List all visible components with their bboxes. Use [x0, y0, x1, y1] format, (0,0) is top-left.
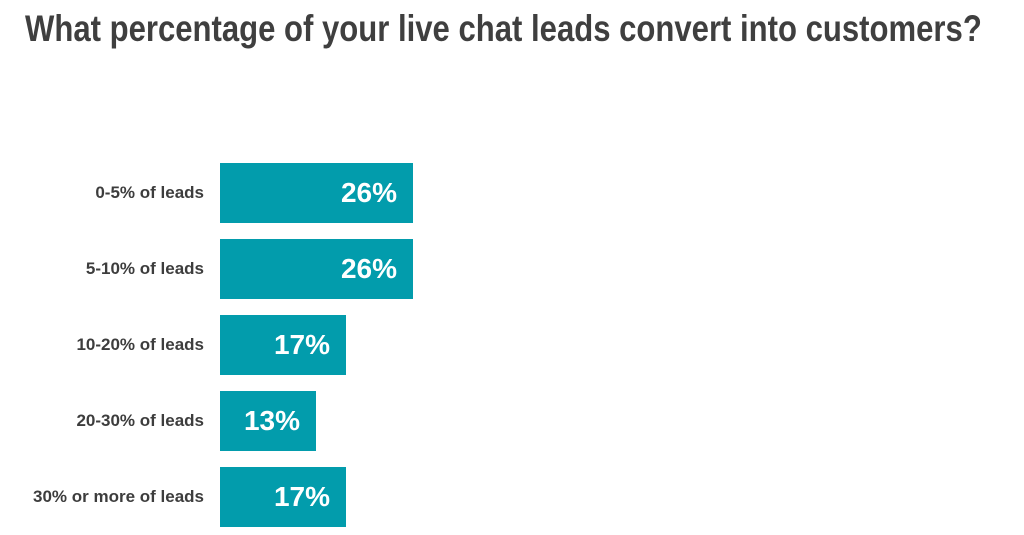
value-label: 17%: [273, 329, 330, 360]
bar-30-plus: 17%: [220, 467, 346, 527]
bar-row: 20-30% of leads 13%: [0, 391, 1024, 451]
value-label: 26%: [340, 177, 397, 208]
bar-row: 10-20% of leads 17%: [0, 315, 1024, 375]
category-label-30-plus: 30% or more of leads: [32, 486, 204, 506]
chart-title: What percentage of your live chat leads …: [25, 8, 982, 49]
bar-row: 0-5% of leads 26%: [0, 163, 1024, 223]
bar-row: 30% or more of leads 17%: [0, 467, 1024, 527]
bar-0-5: 26%: [220, 163, 413, 223]
bar-chart: 0-5% of leads 26% 5-10% of leads 26% 10-…: [0, 163, 1024, 527]
category-label-0-5: 0-5% of leads: [95, 182, 204, 202]
bar-20-30: 13%: [220, 391, 316, 451]
category-label-5-10: 5-10% of leads: [85, 258, 204, 278]
value-label: 17%: [273, 481, 330, 512]
category-label-10-20: 10-20% of leads: [76, 334, 204, 354]
value-label: 26%: [340, 253, 397, 284]
bar-5-10: 26%: [220, 239, 413, 299]
value-label: 13%: [243, 405, 300, 436]
category-label-20-30: 20-30% of leads: [76, 410, 204, 430]
bar-row: 5-10% of leads 26%: [0, 239, 1024, 299]
bar-10-20: 17%: [220, 315, 346, 375]
